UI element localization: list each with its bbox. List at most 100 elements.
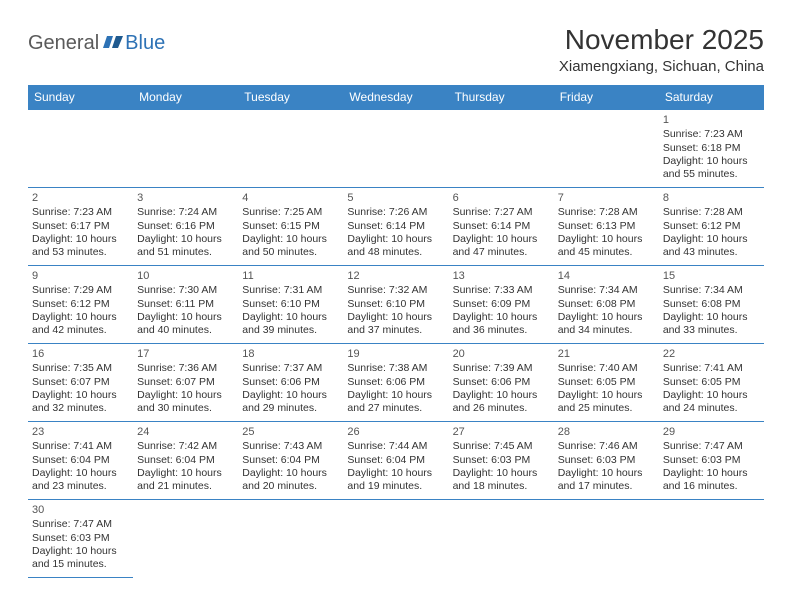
sunset-text: Sunset: 6:18 PM	[663, 142, 760, 155]
daylight-text: Daylight: 10 hours and 55 minutes.	[663, 155, 760, 182]
calendar-day-cell: 28Sunrise: 7:46 AMSunset: 6:03 PMDayligh…	[554, 422, 659, 500]
sunset-text: Sunset: 6:09 PM	[453, 298, 550, 311]
logo: General Blue	[28, 24, 165, 55]
logo-text-general: General	[28, 32, 99, 55]
calendar-week: 23Sunrise: 7:41 AMSunset: 6:04 PMDayligh…	[28, 422, 764, 500]
sunset-text: Sunset: 6:10 PM	[242, 298, 339, 311]
day-number: 15	[663, 269, 760, 283]
sunset-text: Sunset: 6:07 PM	[32, 376, 129, 389]
daylight-text: Daylight: 10 hours and 15 minutes.	[32, 545, 129, 572]
sunset-text: Sunset: 6:16 PM	[137, 220, 234, 233]
sunrise-text: Sunrise: 7:29 AM	[32, 284, 129, 297]
sunset-text: Sunset: 6:06 PM	[347, 376, 444, 389]
sunrise-text: Sunrise: 7:32 AM	[347, 284, 444, 297]
sunset-text: Sunset: 6:04 PM	[32, 454, 129, 467]
day-number: 22	[663, 347, 760, 361]
daylight-text: Daylight: 10 hours and 27 minutes.	[347, 389, 444, 416]
calendar-empty-cell	[554, 110, 659, 188]
sunrise-text: Sunrise: 7:46 AM	[558, 440, 655, 453]
sunset-text: Sunset: 6:12 PM	[32, 298, 129, 311]
daylight-text: Daylight: 10 hours and 26 minutes.	[453, 389, 550, 416]
sunset-text: Sunset: 6:06 PM	[453, 376, 550, 389]
daylight-text: Daylight: 10 hours and 40 minutes.	[137, 311, 234, 338]
daylight-text: Daylight: 10 hours and 50 minutes.	[242, 233, 339, 260]
weekday-header: Saturday	[659, 85, 764, 110]
daylight-text: Daylight: 10 hours and 51 minutes.	[137, 233, 234, 260]
daylight-text: Daylight: 10 hours and 45 minutes.	[558, 233, 655, 260]
day-number: 21	[558, 347, 655, 361]
calendar-day-cell: 25Sunrise: 7:43 AMSunset: 6:04 PMDayligh…	[238, 422, 343, 500]
calendar-empty-cell	[28, 110, 133, 188]
day-number: 20	[453, 347, 550, 361]
sunrise-text: Sunrise: 7:27 AM	[453, 206, 550, 219]
calendar-day-cell: 26Sunrise: 7:44 AMSunset: 6:04 PMDayligh…	[343, 422, 448, 500]
daylight-text: Daylight: 10 hours and 36 minutes.	[453, 311, 550, 338]
day-number: 30	[32, 503, 129, 517]
calendar-empty-cell	[238, 500, 343, 578]
sunset-text: Sunset: 6:05 PM	[558, 376, 655, 389]
day-number: 18	[242, 347, 339, 361]
calendar-day-cell: 29Sunrise: 7:47 AMSunset: 6:03 PMDayligh…	[659, 422, 764, 500]
calendar-day-cell: 15Sunrise: 7:34 AMSunset: 6:08 PMDayligh…	[659, 266, 764, 344]
calendar-week: 9Sunrise: 7:29 AMSunset: 6:12 PMDaylight…	[28, 266, 764, 344]
daylight-text: Daylight: 10 hours and 42 minutes.	[32, 311, 129, 338]
daylight-text: Daylight: 10 hours and 47 minutes.	[453, 233, 550, 260]
daylight-text: Daylight: 10 hours and 25 minutes.	[558, 389, 655, 416]
daylight-text: Daylight: 10 hours and 16 minutes.	[663, 467, 760, 494]
calendar-day-cell: 3Sunrise: 7:24 AMSunset: 6:16 PMDaylight…	[133, 188, 238, 266]
sunrise-text: Sunrise: 7:34 AM	[558, 284, 655, 297]
calendar-day-cell: 1Sunrise: 7:23 AMSunset: 6:18 PMDaylight…	[659, 110, 764, 188]
daylight-text: Daylight: 10 hours and 29 minutes.	[242, 389, 339, 416]
day-number: 1	[663, 113, 760, 127]
sunrise-text: Sunrise: 7:41 AM	[663, 362, 760, 375]
calendar-day-cell: 2Sunrise: 7:23 AMSunset: 6:17 PMDaylight…	[28, 188, 133, 266]
day-number: 5	[347, 191, 444, 205]
sunset-text: Sunset: 6:17 PM	[32, 220, 129, 233]
calendar-day-cell: 6Sunrise: 7:27 AMSunset: 6:14 PMDaylight…	[449, 188, 554, 266]
calendar-day-cell: 17Sunrise: 7:36 AMSunset: 6:07 PMDayligh…	[133, 344, 238, 422]
daylight-text: Daylight: 10 hours and 17 minutes.	[558, 467, 655, 494]
daylight-text: Daylight: 10 hours and 32 minutes.	[32, 389, 129, 416]
calendar-day-cell: 19Sunrise: 7:38 AMSunset: 6:06 PMDayligh…	[343, 344, 448, 422]
sunrise-text: Sunrise: 7:24 AM	[137, 206, 234, 219]
sunrise-text: Sunrise: 7:34 AM	[663, 284, 760, 297]
sunrise-text: Sunrise: 7:31 AM	[242, 284, 339, 297]
day-number: 14	[558, 269, 655, 283]
calendar-day-cell: 5Sunrise: 7:26 AMSunset: 6:14 PMDaylight…	[343, 188, 448, 266]
calendar-empty-cell	[133, 500, 238, 578]
day-number: 3	[137, 191, 234, 205]
sunset-text: Sunset: 6:03 PM	[558, 454, 655, 467]
calendar-empty-cell	[659, 500, 764, 578]
calendar-day-cell: 8Sunrise: 7:28 AMSunset: 6:12 PMDaylight…	[659, 188, 764, 266]
calendar-empty-cell	[449, 110, 554, 188]
calendar-day-cell: 16Sunrise: 7:35 AMSunset: 6:07 PMDayligh…	[28, 344, 133, 422]
day-number: 26	[347, 425, 444, 439]
calendar-day-cell: 7Sunrise: 7:28 AMSunset: 6:13 PMDaylight…	[554, 188, 659, 266]
sunrise-text: Sunrise: 7:41 AM	[32, 440, 129, 453]
sunset-text: Sunset: 6:14 PM	[347, 220, 444, 233]
daylight-text: Daylight: 10 hours and 18 minutes.	[453, 467, 550, 494]
daylight-text: Daylight: 10 hours and 19 minutes.	[347, 467, 444, 494]
header: General Blue November 2025 Xiamengxiang,…	[28, 24, 764, 75]
daylight-text: Daylight: 10 hours and 39 minutes.	[242, 311, 339, 338]
calendar-day-cell: 30Sunrise: 7:47 AMSunset: 6:03 PMDayligh…	[28, 500, 133, 578]
sunrise-text: Sunrise: 7:26 AM	[347, 206, 444, 219]
sunrise-text: Sunrise: 7:23 AM	[663, 128, 760, 141]
calendar-day-cell: 4Sunrise: 7:25 AMSunset: 6:15 PMDaylight…	[238, 188, 343, 266]
logo-text-blue: Blue	[125, 32, 165, 55]
day-number: 9	[32, 269, 129, 283]
sunset-text: Sunset: 6:04 PM	[242, 454, 339, 467]
day-number: 24	[137, 425, 234, 439]
weekday-header: Monday	[133, 85, 238, 110]
daylight-text: Daylight: 10 hours and 43 minutes.	[663, 233, 760, 260]
daylight-text: Daylight: 10 hours and 34 minutes.	[558, 311, 655, 338]
day-number: 28	[558, 425, 655, 439]
day-number: 6	[453, 191, 550, 205]
day-number: 19	[347, 347, 444, 361]
calendar-empty-cell	[133, 110, 238, 188]
day-number: 11	[242, 269, 339, 283]
sunset-text: Sunset: 6:04 PM	[347, 454, 444, 467]
sunrise-text: Sunrise: 7:42 AM	[137, 440, 234, 453]
sunrise-text: Sunrise: 7:44 AM	[347, 440, 444, 453]
calendar-empty-cell	[238, 110, 343, 188]
